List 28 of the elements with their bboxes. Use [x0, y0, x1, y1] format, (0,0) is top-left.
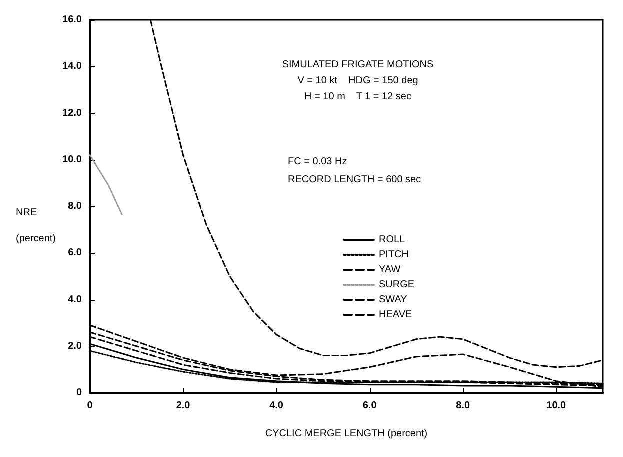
- legend-label: HEAVE: [379, 310, 412, 320]
- y-tick-label: 4.0: [68, 294, 82, 306]
- legend-label: SWAY: [379, 294, 408, 306]
- text: NRE (percent): [16, 208, 56, 244]
- x-tick-label: 0: [87, 400, 94, 412]
- x-tick-label: 2.0: [176, 400, 191, 412]
- legend-label: ROLL: [379, 234, 406, 246]
- y-tick-label: 8.0: [68, 201, 82, 212]
- y-tick-label: 14.0: [62, 61, 82, 72]
- annotation: FC = 0.03 Hz: [288, 156, 348, 168]
- y-tick-label: 0: [76, 388, 82, 398]
- annotation: RECORD LENGTH = 600 sec: [288, 174, 422, 186]
- y-tick-label: 12.0: [62, 108, 82, 119]
- x-axis-title: CYCLIC MERGE LENGTH (percent): [265, 428, 428, 440]
- legend-label: PITCH: [379, 250, 409, 260]
- legend-label: YAW: [379, 264, 402, 276]
- x-tick-label: 8.0: [456, 400, 470, 412]
- annotation: SIMULATED FRIGATE MOTIONS: [282, 60, 434, 70]
- x-tick-label: 4.0: [270, 400, 284, 412]
- y-tick-label: 10.0: [62, 154, 82, 166]
- x-tick-label: 6.0: [362, 400, 378, 412]
- x-tick-label: 10.0: [546, 400, 567, 412]
- legend-label: SURGE: [379, 280, 415, 290]
- y-tick-label: 16.0: [62, 14, 82, 26]
- annotation: V = 10 kt HDG = 150 deg: [298, 76, 418, 86]
- y-tick-label: 6.0: [68, 248, 82, 259]
- y-tick-label: 2.0: [68, 340, 82, 352]
- annotation: H = 10 m T 1 = 12 sec: [304, 92, 412, 102]
